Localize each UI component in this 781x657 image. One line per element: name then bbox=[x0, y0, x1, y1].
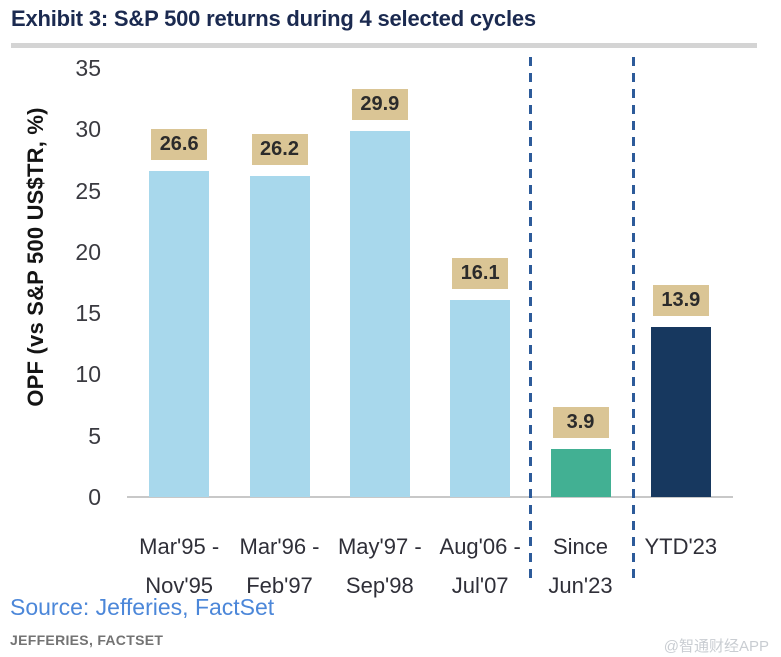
x-tick-label-line: Sep'98 bbox=[345, 573, 414, 598]
x-tick-label-line: Nov'95 bbox=[145, 573, 214, 598]
value-label: 26.6 bbox=[151, 128, 208, 160]
x-tick-label-line: YTD'23 bbox=[644, 534, 718, 559]
x-tick-label-line: Aug'06 - bbox=[439, 534, 521, 559]
exhibit-title: Exhibit 3: S&P 500 returns during 4 sele… bbox=[11, 6, 536, 31]
x-tick-label-line: May'97 - bbox=[337, 534, 422, 559]
bar bbox=[450, 299, 511, 497]
y-tick-label: 35 bbox=[75, 55, 101, 81]
x-tick-label-line: Mar'96 - bbox=[239, 534, 320, 559]
x-tick-label: Mar'96 - Feb'97 bbox=[224, 527, 336, 605]
x-tick-label: Mar'95 - Nov'95 bbox=[123, 527, 235, 605]
y-tick-label: 10 bbox=[75, 361, 101, 388]
x-axis-line bbox=[127, 496, 733, 498]
y-tick-label: 0 bbox=[88, 484, 101, 510]
x-tick-label-line: Since bbox=[552, 534, 609, 559]
x-tick-label-line: Jun'23 bbox=[548, 573, 613, 598]
y-tick-label: 5 bbox=[88, 422, 101, 449]
x-tick-label: Aug'06 - Jul'07 bbox=[424, 527, 536, 605]
source-note: Source: Jefferies, FactSet bbox=[10, 594, 275, 620]
y-tick-label: 15 bbox=[75, 300, 101, 327]
x-tick-label-line: Mar'95 - bbox=[139, 534, 220, 559]
bar bbox=[650, 326, 711, 497]
cycle-separator-dashed-line bbox=[632, 57, 635, 582]
value-label: 16.1 bbox=[452, 257, 509, 289]
value-label: 13.9 bbox=[652, 284, 709, 316]
x-tick-label-line: Jul'07 bbox=[451, 573, 509, 598]
footer-source-label: JEFFERIES, FACTSET bbox=[10, 632, 164, 648]
y-tick-label: 20 bbox=[75, 238, 101, 265]
watermark-text: @智通财经APP bbox=[663, 638, 769, 655]
bar bbox=[149, 170, 210, 497]
cycle-separator-dashed-line bbox=[529, 57, 532, 582]
bar bbox=[249, 175, 310, 497]
x-tick-label-line: Feb'97 bbox=[246, 573, 313, 598]
bar bbox=[349, 130, 410, 497]
value-label: 26.2 bbox=[251, 133, 308, 165]
y-tick-label: 25 bbox=[75, 177, 101, 204]
y-tick-label: 30 bbox=[75, 116, 101, 143]
title-divider bbox=[11, 43, 757, 48]
x-tick-label: May'97 - Sep'98 bbox=[324, 527, 436, 605]
value-label: 3.9 bbox=[552, 407, 609, 439]
bar bbox=[550, 449, 611, 497]
x-tick-label: Since Jun'23 bbox=[525, 527, 637, 605]
x-tick-label: YTD'23 bbox=[625, 527, 737, 566]
value-label: 29.9 bbox=[351, 88, 408, 120]
